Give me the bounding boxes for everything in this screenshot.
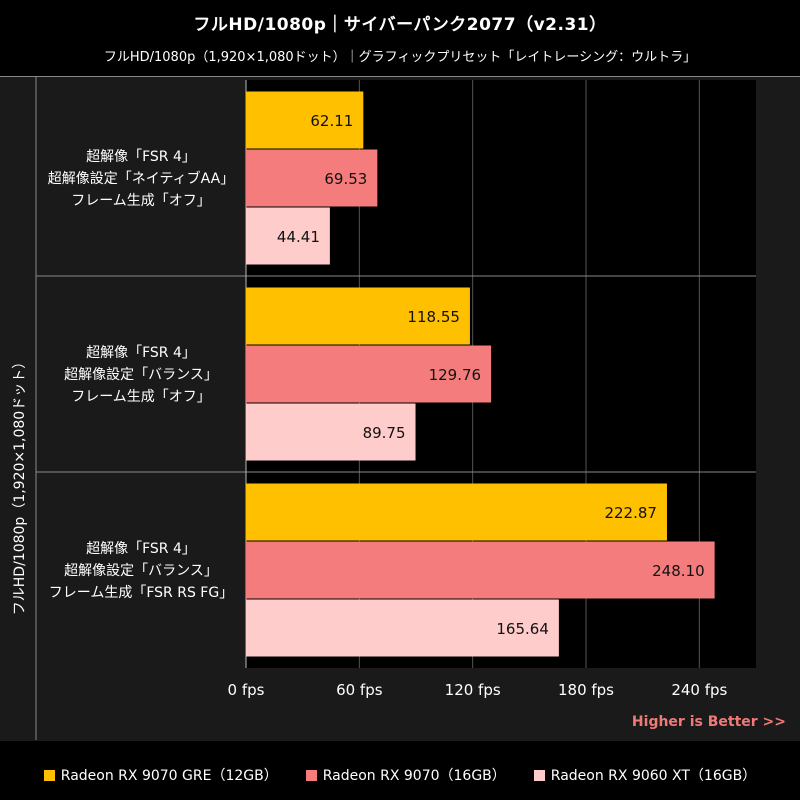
legend-item: Radeon RX 9070（16GB） [305,765,506,785]
data-label: 248.10 [652,562,705,580]
data-label: 62.11 [310,112,353,130]
legend-label: Radeon RX 9070 GRE（12GB） [60,768,278,784]
legend-swatch [533,769,545,781]
bar-chart: 超解像「FSR 4」超解像設定「ネイティブAA」フレーム生成「オフ」62.116… [35,77,756,740]
bar [246,91,364,149]
data-label: 222.87 [604,504,657,522]
category-label: フレーム生成「オフ」 [71,389,211,405]
higher-is-better-note: Higher is Better >> [631,714,786,730]
data-label: 69.53 [324,170,367,188]
category-label: 超解像「FSR 4」 [86,541,196,557]
x-tick-label: 240 fps [671,681,727,699]
x-tick-label: 180 fps [558,681,614,699]
category-label: フレーム生成「オフ」 [71,193,211,209]
bar [246,207,330,265]
category-label: フレーム生成「FSR RS FG」 [49,585,233,601]
chart-title: フルHD/1080p｜サイバーパンク2077（v2.31） [193,15,607,35]
data-label: 118.55 [407,308,460,326]
legend: Radeon RX 9070 GRE（12GB） Radeon RX 9070（1… [0,750,800,800]
chart-subtitle: フルHD/1080p（1,920×1,080ドット）｜グラフィックプリセット「レ… [103,50,697,65]
category-label: 超解像「FSR 4」 [86,345,196,361]
legend-swatch [43,769,55,781]
bar [246,345,492,403]
data-label: 165.64 [496,620,549,638]
legend-label: Radeon RX 9070（16GB） [322,768,506,784]
bar [246,483,667,541]
x-tick-label: 0 fps [228,681,265,699]
bar [246,403,416,461]
bar [246,287,470,345]
x-tick-label: 60 fps [336,681,383,699]
category-label: 超解像設定「バランス」 [64,367,218,383]
legend-item: Radeon RX 9070 GRE（12GB） [43,765,278,785]
legend-swatch [305,769,317,781]
bar [246,599,559,657]
category-label: 超解像設定「ネイティブAA」 [48,170,234,187]
data-label: 129.76 [429,366,482,384]
x-tick-label: 120 fps [445,681,501,699]
bar [246,149,378,207]
category-label: 超解像設定「バランス」 [64,563,218,579]
data-label: 89.75 [363,424,406,442]
legend-label: Radeon RX 9060 XT（16GB） [550,768,757,784]
bar [246,541,715,599]
category-label: 超解像「FSR 4」 [86,149,196,165]
legend-item: Radeon RX 9060 XT（16GB） [533,765,757,785]
data-label: 44.41 [277,228,320,246]
